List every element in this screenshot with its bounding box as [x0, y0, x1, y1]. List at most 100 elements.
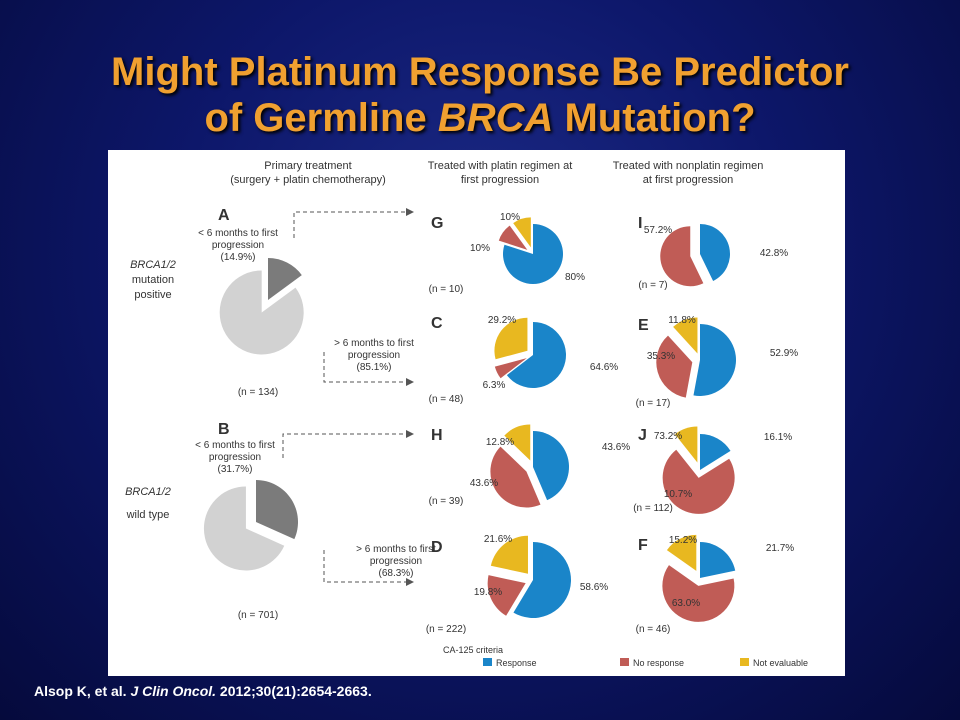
column-header-primary: (surgery + platin chemotherapy)	[230, 174, 386, 186]
pie-b	[203, 480, 298, 571]
panel-letter-a: A	[218, 207, 230, 224]
pie-g-n: (n = 10)	[429, 284, 464, 295]
pie-g-label: 10%	[500, 212, 520, 223]
slide-title-prefix: of Germline	[204, 96, 438, 140]
pie-b-label-long: progression	[370, 556, 422, 567]
row-label-wildtype-line: wild type	[126, 509, 170, 521]
pie-a-label-long: > 6 months to first	[334, 338, 414, 349]
pie-j	[662, 426, 735, 514]
pie-d	[487, 535, 571, 618]
pie-i	[660, 224, 731, 287]
pie-a-label-short: < 6 months to first	[198, 228, 278, 239]
pie-g-slice-response	[503, 224, 563, 284]
pie-h-slice-not-evaluable	[504, 424, 531, 461]
pie-g-label: 10%	[470, 243, 490, 254]
pie-c-slice-not-evaluable	[494, 317, 528, 360]
pie-a-label-long: (85.1%)	[356, 362, 391, 373]
pie-j-slice-not-evaluable	[674, 426, 698, 463]
column-header-platin: first progression	[461, 174, 539, 186]
panel-letter-f: F	[638, 537, 648, 554]
pie-a-slice-6-months-to-first-progression	[219, 270, 304, 355]
arrow-a-long	[323, 352, 414, 386]
pie-e-label: 11.8%	[668, 315, 696, 326]
panel-letter-d: D	[431, 539, 443, 556]
pie-j-slice-no-response	[662, 449, 735, 514]
legend-item-response: Response	[496, 658, 537, 668]
pie-a	[219, 258, 304, 355]
pie-d-slice-response	[513, 542, 571, 618]
pie-h-slice-no-response	[490, 446, 541, 508]
pie-i-label: 57.2%	[644, 225, 672, 236]
citation: Alsop K, et al. J Clin Oncol. 2012;30(21…	[34, 683, 372, 699]
panel-letter-h: H	[431, 427, 443, 444]
pie-i-n: (n = 7)	[638, 280, 667, 291]
pie-f-label: 15.2%	[669, 535, 697, 546]
pie-g-slice-no-response	[498, 225, 528, 250]
pie-e-label: 52.9%	[770, 348, 798, 359]
pie-e-label: 35.3%	[647, 351, 675, 362]
pie-a-label-short: progression	[212, 240, 264, 251]
panel-letter-b: B	[218, 421, 230, 438]
pie-h-label: 43.6%	[470, 478, 498, 489]
citation-details: 2012;30(21):2654-2663.	[216, 683, 372, 699]
pie-e	[656, 317, 736, 398]
pie-f-slice-no-response	[662, 565, 735, 622]
pie-slices-layer	[203, 217, 736, 622]
column-header-nonplatin: Treated with nonplatin regimen	[613, 160, 764, 172]
figure-text-layer: Primary treatment (surgery + platin chemo…	[125, 160, 798, 635]
pie-g-slice-not-evaluable	[513, 217, 531, 248]
pie-c-slice-no-response	[494, 358, 527, 379]
pie-d-slice-not-evaluable	[490, 535, 528, 574]
pie-e-slice-response	[693, 324, 736, 396]
pie-j-slice-response	[700, 434, 731, 470]
pie-f-label: 63.0%	[672, 598, 700, 609]
brca-pie-figure: Primary treatment (surgery + platin chemo…	[108, 150, 845, 676]
pie-b-label-short: (31.7%)	[217, 464, 252, 475]
panel-letter-j: J	[638, 427, 647, 444]
panel-letter-c: C	[431, 315, 443, 332]
pie-b-slice-6-months-to-first-progression	[203, 486, 285, 571]
legend-swatch-response	[483, 658, 492, 666]
pie-d-label: 19.8%	[474, 587, 502, 598]
pie-i-label: 42.8%	[760, 248, 788, 259]
pie-a-label-short: (14.9%)	[220, 252, 255, 263]
arrow-b-long	[323, 550, 414, 586]
pie-a-slice-6-months-to-first-progression	[268, 258, 302, 300]
legend-item-no-response: No response	[633, 658, 684, 668]
pie-d-n: (n = 222)	[426, 624, 466, 635]
pie-c	[494, 317, 566, 388]
legend-title: CA-125 criteria	[443, 645, 503, 655]
citation-authors: Alsop K, et al.	[34, 683, 131, 699]
column-header-nonplatin: at first progression	[643, 174, 733, 186]
pie-d-slice-no-response	[487, 575, 526, 616]
pie-c-label: 29.2%	[488, 315, 516, 326]
arrow-a-short	[293, 208, 414, 238]
pie-j-label: 10.7%	[664, 489, 692, 500]
column-header-platin: Treated with platin regimen at	[428, 160, 573, 172]
pie-c-label: 64.6%	[590, 362, 618, 373]
pie-g-label: 80%	[565, 272, 585, 283]
row-label-mutation-line: positive	[134, 289, 171, 301]
pie-e-slice-not-evaluable	[673, 317, 698, 354]
pie-f-label: 21.7%	[766, 543, 794, 554]
pie-a-n: (n = 134)	[238, 387, 278, 398]
pie-i-slice-response	[700, 224, 731, 281]
pie-b-label-short: progression	[209, 452, 261, 463]
citation-journal: J Clin Oncol.	[130, 683, 217, 699]
pie-b-n: (n = 701)	[238, 610, 278, 621]
slide-title-gene: BRCA	[437, 96, 554, 140]
legend-swatch-not-evaluable	[740, 658, 749, 666]
row-label-wildtype-gene: BRCA1/2	[125, 486, 171, 498]
pie-g	[498, 217, 563, 284]
pie-j-label: 16.1%	[764, 432, 792, 443]
pie-h	[490, 424, 570, 508]
row-label-mutation-gene: BRCA1/2	[130, 259, 176, 271]
legend-swatch-no-response	[620, 658, 629, 666]
pie-f-slice-not-evaluable	[666, 534, 697, 571]
pie-e-n: (n = 17)	[636, 398, 671, 409]
legend: CA-125 criteria Response No response Not ev…	[443, 645, 808, 668]
pie-e-slice-no-response	[656, 335, 693, 398]
slide-title-suffix: Mutation?	[553, 96, 756, 140]
legend-item-not-evaluable: Not evaluable	[753, 658, 808, 668]
panel-letter-e: E	[638, 317, 649, 334]
